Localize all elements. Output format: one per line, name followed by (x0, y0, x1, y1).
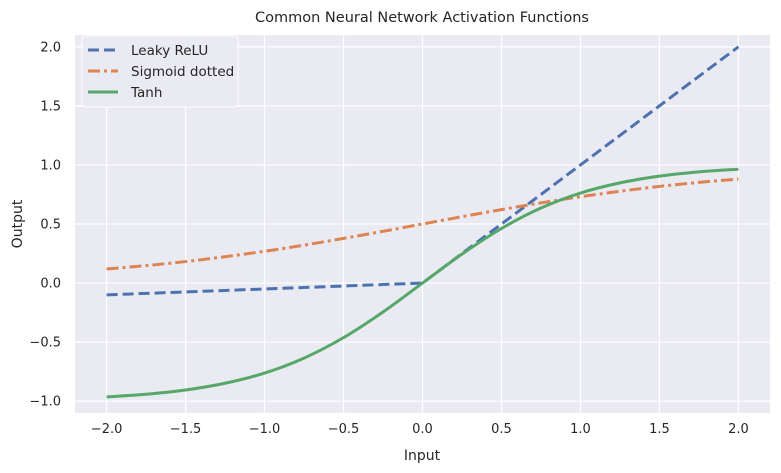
x-tick-label: 1.0 (570, 422, 591, 437)
legend-box (81, 35, 239, 108)
x-tick-labels: −2.0 −1.5 −1.0 −0.5 0.0 0.5 1.0 1.5 2.0 (91, 422, 749, 437)
x-tick-label: −0.5 (328, 422, 360, 437)
x-tick-label: −2.0 (91, 422, 123, 437)
legend-label: Tanh (130, 85, 162, 101)
series-line (106, 177, 739, 271)
grid (75, 35, 770, 413)
series-line (106, 167, 739, 399)
series-line (106, 45, 740, 297)
chart-title: Common Neural Network Activation Functio… (255, 10, 589, 26)
x-tick-label: −1.5 (170, 422, 202, 437)
legend-label: Leaky ReLU (131, 43, 208, 59)
x-tick-label: −1.0 (249, 422, 281, 437)
x-tick-label: 0.5 (491, 422, 512, 437)
legend: Leaky ReLU Sigmoid dotted Tanh (81, 35, 239, 108)
x-tick-label: 1.5 (649, 422, 670, 437)
y-axis-label: Output (10, 199, 26, 248)
y-tick-label: 0.0 (40, 277, 61, 292)
y-tick-label: 1.0 (40, 158, 61, 173)
legend-label: Sigmoid dotted (131, 64, 234, 80)
y-tick-label: 1.5 (40, 99, 61, 114)
y-tick-label: −0.5 (29, 336, 61, 351)
x-axis-label: Input (404, 448, 441, 464)
y-tick-label: 2.0 (40, 40, 61, 55)
y-tick-label: −1.0 (29, 395, 61, 410)
series-lines (106, 45, 740, 399)
y-tick-label: 0.5 (40, 218, 61, 233)
y-tick-labels: −1.0 −0.5 0.0 0.5 1.0 1.5 2.0 (29, 40, 61, 409)
x-tick-label: 2.0 (728, 422, 749, 437)
x-tick-label: 0.0 (412, 422, 433, 437)
